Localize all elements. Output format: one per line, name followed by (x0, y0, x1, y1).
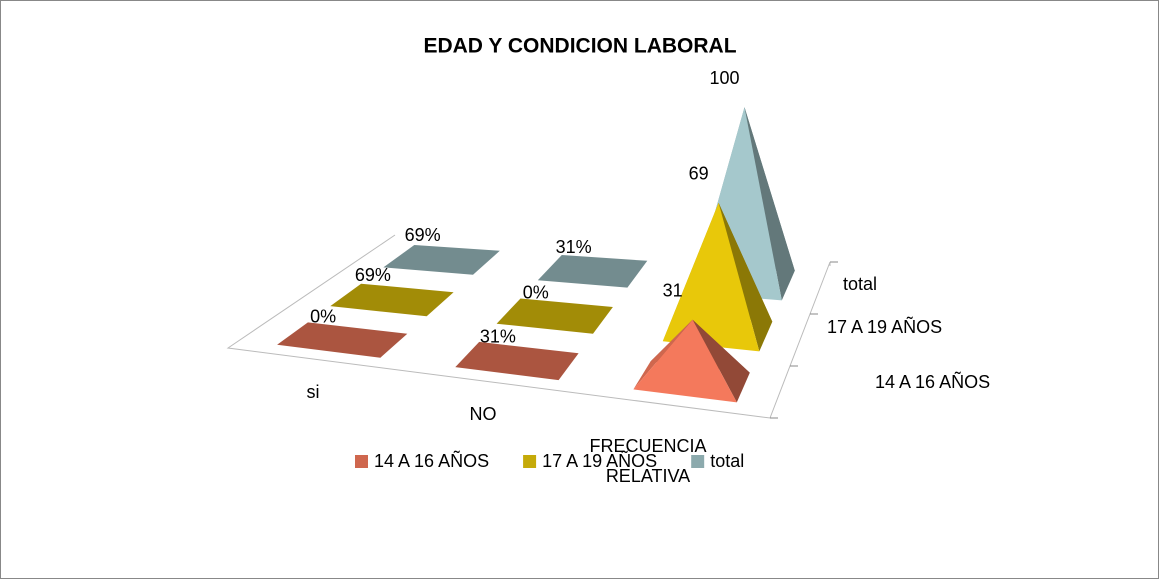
pyramid (496, 298, 613, 334)
legend-swatch (523, 455, 537, 468)
pyramid-face (744, 107, 795, 301)
legend-label: 14 A 16 AÑOS (374, 450, 489, 471)
legend-label: 17 A 19 AÑOS (542, 450, 657, 471)
pyramid (383, 245, 500, 275)
pyramid (455, 341, 579, 381)
pyramid-face (662, 202, 760, 352)
data-label: 31% (556, 237, 592, 257)
pyramid-base (537, 255, 648, 288)
x-tick-label: FRECUENCIA RELATIVA (589, 436, 706, 486)
data-label: 69% (405, 225, 441, 245)
data-label: 0% (310, 306, 336, 326)
pyramid-base (455, 341, 579, 381)
legend-label: total (710, 451, 744, 471)
pyramid-base (496, 298, 613, 334)
pyramid-face (718, 202, 773, 352)
depth-label: 14 A 16 AÑOS (875, 371, 990, 392)
pyramid-face (633, 319, 737, 403)
data-label: 100 (710, 68, 740, 88)
pyramid (277, 322, 408, 358)
data-label: 31% (480, 327, 516, 347)
pyramid-base (383, 245, 500, 275)
data-label: 0% (523, 283, 549, 303)
x-tick-label: si (307, 382, 320, 402)
depth-label: total (843, 274, 877, 294)
pyramid-face (692, 319, 750, 403)
data-label: 31 (663, 281, 683, 301)
data-label: 69 (689, 164, 709, 184)
pyramid-face (633, 319, 693, 390)
pyramid-base (277, 322, 408, 358)
legend-swatch (691, 455, 705, 468)
pyramid (633, 319, 750, 403)
chart-title: EDAD Y CONDICION LABORAL (423, 35, 736, 58)
pyramid (330, 283, 454, 317)
pyramid (662, 202, 773, 352)
pyramid (537, 255, 648, 288)
floor-edge (226, 234, 831, 419)
x-tick-label: NO (470, 404, 497, 424)
data-label: 69% (355, 265, 391, 285)
pyramid-base (330, 283, 454, 317)
legend-swatch (355, 455, 368, 468)
depth-label: 17 A 19 AÑOS (827, 316, 942, 337)
